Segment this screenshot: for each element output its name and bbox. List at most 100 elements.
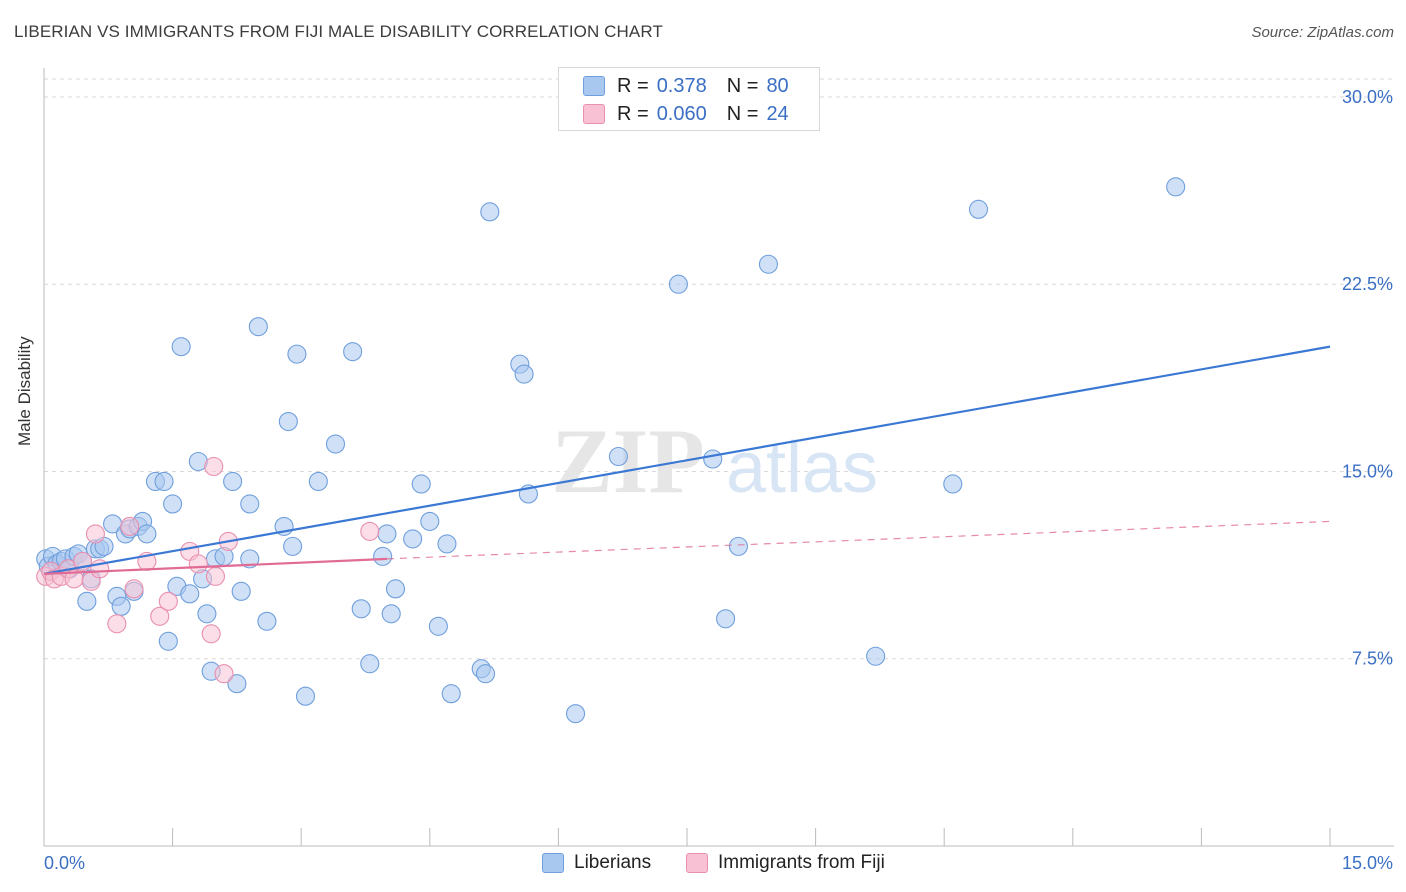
point-liberians xyxy=(287,344,307,364)
point-liberians xyxy=(514,364,534,384)
point-liberians xyxy=(227,674,247,694)
legend-row-liberians: R = 0.378 N = 80 xyxy=(583,74,789,98)
point-liberians xyxy=(381,604,401,624)
point-liberians xyxy=(758,254,778,274)
point-liberians xyxy=(728,536,748,556)
point-liberians xyxy=(77,591,97,611)
legend-r-value: 0.378 xyxy=(656,74,707,97)
y-tick-label: 7.5% xyxy=(1352,649,1393,669)
chart-title: LIBERIAN VS IMMIGRANTS FROM FIJI MALE DI… xyxy=(14,22,663,41)
legend-swatch-liberians xyxy=(583,76,605,96)
y-tick-label: 22.5% xyxy=(1342,274,1393,294)
point-liberians xyxy=(163,494,183,514)
tick-labels: 7.5% 15.0% 22.5% 30.0% 0.0% 15.0% xyxy=(44,87,1393,873)
point-liberians xyxy=(257,611,277,631)
bottom-legend: Liberians Immigrants from Fiji xyxy=(0,852,1406,878)
point-liberians xyxy=(565,704,586,724)
point-liberians xyxy=(197,604,217,624)
bottom-legend-fiji: Immigrants from Fiji xyxy=(686,852,885,874)
x-tick-label: 15.0% xyxy=(1342,853,1393,873)
trend-line-fiji-extrapolated xyxy=(386,520,1331,560)
legend-n-value: 80 xyxy=(766,74,789,97)
point-fiji xyxy=(120,516,140,536)
point-fiji xyxy=(205,566,226,586)
point-fiji xyxy=(107,614,127,634)
point-liberians xyxy=(703,449,723,469)
point-liberians xyxy=(137,524,157,544)
point-liberians xyxy=(480,202,500,222)
point-fiji xyxy=(214,664,234,684)
source-label: Source: ZipAtlas.com xyxy=(1251,24,1394,41)
point-liberians xyxy=(475,664,496,684)
point-liberians xyxy=(968,199,989,219)
gridlines xyxy=(44,78,1394,660)
trend-line-fiji xyxy=(43,557,387,575)
point-liberians xyxy=(411,474,431,494)
trend-lines xyxy=(43,345,1331,575)
bottom-legend-liberians: Liberians xyxy=(542,852,651,874)
watermark: ZIP atlas xyxy=(551,410,878,512)
watermark-atlas: atlas xyxy=(726,428,878,508)
point-fiji xyxy=(85,524,105,544)
point-liberians xyxy=(278,411,298,432)
legend-row-fiji: R = 0.060 N = 24 xyxy=(583,102,789,126)
bottom-legend-label: Liberians xyxy=(574,852,652,873)
bottom-legend-swatch-liberians xyxy=(542,853,564,873)
point-liberians xyxy=(716,609,736,629)
point-liberians xyxy=(420,511,440,531)
bottom-legend-swatch-fiji xyxy=(686,853,708,873)
point-liberians xyxy=(866,646,886,666)
point-liberians xyxy=(373,546,393,566)
point-liberians xyxy=(668,274,688,294)
point-liberians xyxy=(223,471,243,492)
point-liberians xyxy=(111,596,131,616)
point-liberians xyxy=(385,579,406,599)
point-liberians xyxy=(360,654,380,674)
point-fiji xyxy=(204,456,224,477)
legend-n-value: 24 xyxy=(766,102,789,125)
point-liberians xyxy=(240,494,260,514)
point-liberians xyxy=(180,584,200,604)
y-tick-label: 30.0% xyxy=(1342,87,1393,107)
point-liberians xyxy=(377,524,397,544)
axes xyxy=(43,68,1394,847)
point-fiji xyxy=(188,554,208,574)
point-liberians xyxy=(248,317,268,337)
legend-swatch-fiji xyxy=(583,104,605,124)
legend: R = 0.378 N = 80 R = 0.060 N = 24 xyxy=(558,67,820,131)
point-liberians xyxy=(943,474,963,494)
bottom-legend-label: Immigrants from Fiji xyxy=(718,852,885,873)
point-fiji xyxy=(150,606,170,626)
legend-r-label: R = xyxy=(617,102,649,125)
point-liberians xyxy=(308,471,328,492)
point-fiji xyxy=(360,521,380,541)
legend-n-label: N = xyxy=(726,74,759,97)
trend-line-liberians xyxy=(43,345,1331,575)
point-liberians xyxy=(343,342,363,362)
point-liberians xyxy=(441,684,461,704)
point-liberians xyxy=(158,631,178,651)
point-liberians xyxy=(403,529,423,549)
legend-r-value: 0.060 xyxy=(656,102,707,125)
point-liberians xyxy=(608,446,628,467)
point-liberians xyxy=(325,434,346,454)
point-liberians xyxy=(351,599,371,619)
point-liberians xyxy=(154,471,174,492)
point-liberians xyxy=(171,337,191,357)
point-fiji xyxy=(158,591,178,611)
point-liberians xyxy=(240,549,260,569)
legend-n-label: N = xyxy=(726,102,759,125)
legend-r-label: R = xyxy=(617,74,649,97)
point-liberians xyxy=(1166,177,1186,197)
y-tick-label: 15.0% xyxy=(1342,461,1393,481)
point-liberians xyxy=(295,686,316,706)
point-liberians xyxy=(283,536,303,556)
point-fiji xyxy=(201,624,221,644)
data-points xyxy=(36,177,1186,724)
point-fiji xyxy=(124,579,144,599)
point-liberians xyxy=(231,581,251,601)
point-liberians xyxy=(437,534,457,554)
x-tick-label: 0.0% xyxy=(44,853,85,873)
point-liberians xyxy=(428,616,448,636)
